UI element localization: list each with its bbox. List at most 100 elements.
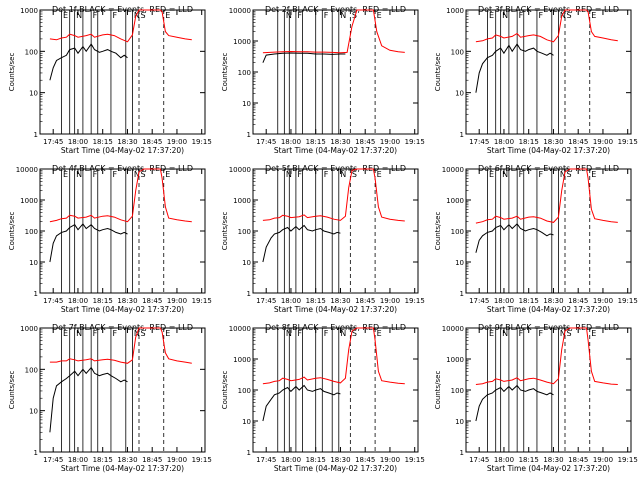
x-tick-label: 18:45 — [568, 138, 588, 146]
x-tick-label: 18:30 — [117, 297, 137, 305]
x-axis-label: Start Time (04-May-02 17:37:20) — [61, 464, 184, 473]
y-tick-label: 10 — [242, 418, 251, 426]
event-marker-label: N — [286, 11, 292, 20]
x-tick-label: 19:15 — [618, 138, 638, 146]
panel-1: Det 1f BLACK = Events, RED = LLD 1 10 100 10… — [8, 5, 212, 155]
y-tick-label: 1 — [460, 290, 464, 298]
x-axis-label: Start Time (04-May-02 17:37:20) — [274, 305, 397, 314]
y-tick-label: 1 — [34, 290, 38, 298]
event-marker-label: E — [165, 170, 170, 179]
panel-title: Det 9f BLACK = Events, RED = LLD — [478, 323, 619, 332]
x-tick-label: 19:15 — [192, 138, 212, 146]
event-marker-label: E — [165, 11, 170, 20]
panel-5: Det 5f BLACK = Events, RED = LLD 1 10 100 10… — [221, 164, 425, 314]
panel-title: Det 3f BLACK = Events, RED = LLD — [478, 5, 619, 14]
event-marker-label: F — [519, 11, 524, 20]
series-line-events — [262, 224, 341, 263]
x-tick-label: 17:45 — [469, 138, 489, 146]
plot-frame — [465, 9, 632, 135]
plot-frame — [39, 9, 206, 135]
event-marker-label: E — [489, 329, 494, 338]
x-tick-label: 18:45 — [355, 138, 375, 146]
panel-7: Det 7f BLACK = Events, RED = LLD 1 10 100 10… — [8, 323, 212, 473]
y-tick-label: 10 — [29, 90, 38, 98]
panel-title: Det 2f BLACK = Events, RED = LLD — [265, 5, 406, 14]
y-tick-label: 1000 — [233, 38, 251, 46]
event-marker-label: N — [502, 11, 508, 20]
event-marker-label: N — [76, 170, 82, 179]
x-tick-label: 18:30 — [117, 138, 137, 146]
x-tick-label: 18:15 — [306, 297, 326, 305]
y-tick-label: 10000 — [442, 166, 464, 174]
y-tick-label: 1 — [247, 290, 251, 298]
x-tick-label: 18:15 — [306, 138, 326, 146]
x-tick-label: 19:15 — [192, 456, 212, 464]
x-axis-label: Start Time (04-May-02 17:37:20) — [274, 146, 397, 155]
event-marker-label: E — [377, 329, 382, 338]
x-tick-label: 18:15 — [93, 297, 113, 305]
series-line-events — [49, 223, 128, 263]
x-tick-label: 19:15 — [192, 297, 212, 305]
y-axis-label: Counts/sec — [8, 53, 16, 92]
event-marker-label: F — [297, 170, 302, 179]
x-tick-label: 19:00 — [167, 297, 187, 305]
event-marker-label: F — [324, 11, 329, 20]
x-axis-label: Start Time (04-May-02 17:37:20) — [487, 464, 610, 473]
x-tick-label: 17:45 — [256, 297, 276, 305]
y-tick-label: 100 — [238, 228, 251, 236]
x-tick-label: 18:00 — [494, 138, 514, 146]
x-axis-label: Start Time (04-May-02 17:37:20) — [61, 146, 184, 155]
y-tick-label: 10000 — [442, 325, 464, 333]
x-tick-label: 18:00 — [68, 297, 88, 305]
x-tick-label: 19:00 — [593, 456, 613, 464]
x-tick-label: 18:15 — [519, 297, 539, 305]
x-tick-label: 18:00 — [281, 138, 301, 146]
event-marker-label: E — [377, 170, 382, 179]
panel-8: Det 8f BLACK = Events, RED = LLD 1 10 100 10… — [221, 323, 425, 473]
x-tick-label: 18:15 — [519, 138, 539, 146]
series-line-events — [475, 384, 554, 422]
y-tick-label: 1000 — [20, 197, 38, 205]
x-tick-label: 17:45 — [256, 138, 276, 146]
y-tick-label: 10 — [29, 259, 38, 267]
x-tick-label: 19:15 — [405, 297, 425, 305]
series-line-events — [262, 384, 341, 422]
event-marker-label: F — [538, 170, 543, 179]
x-tick-label: 18:45 — [142, 138, 162, 146]
event-marker-label: N — [502, 329, 508, 338]
event-marker-label: F — [519, 170, 524, 179]
event-marker-label: F — [93, 170, 98, 179]
x-tick-label: 19:00 — [167, 456, 187, 464]
x-tick-label: 18:45 — [355, 297, 375, 305]
y-tick-label: 10000 — [229, 7, 251, 15]
event-marker-label: F — [112, 11, 117, 20]
x-tick-label: 17:45 — [469, 456, 489, 464]
y-axis-label: Counts/sec — [221, 212, 229, 251]
event-marker-label: F — [519, 329, 524, 338]
event-marker-label: F — [324, 329, 329, 338]
event-marker-label: F — [93, 11, 98, 20]
x-tick-label: 19:15 — [405, 456, 425, 464]
y-tick-label: 100 — [25, 366, 38, 374]
panel-title: Det 6f BLACK = Events, RED = LLD — [478, 164, 619, 173]
y-tick-label: 10 — [29, 408, 38, 416]
y-tick-label: 1 — [460, 131, 464, 139]
x-tick-label: 18:45 — [355, 456, 375, 464]
y-tick-label: 1 — [247, 449, 251, 457]
y-tick-label: 10 — [242, 259, 251, 267]
event-marker-label: F — [297, 11, 302, 20]
event-marker-label: E — [63, 11, 68, 20]
x-tick-label: 17:45 — [43, 138, 63, 146]
series-line-events — [475, 43, 554, 93]
y-tick-label: 10 — [455, 259, 464, 267]
x-tick-label: 18:00 — [281, 297, 301, 305]
y-tick-label: 10000 — [229, 325, 251, 333]
x-tick-label: 17:45 — [43, 456, 63, 464]
y-axis-label: Counts/sec — [221, 371, 229, 410]
y-tick-label: 10 — [455, 90, 464, 98]
x-tick-label: 19:00 — [593, 138, 613, 146]
panel-6: Det 6f BLACK = Events, RED = LLD 1 10 100 10… — [434, 164, 638, 314]
x-tick-label: 18:45 — [142, 456, 162, 464]
series-line-lld — [262, 168, 405, 222]
